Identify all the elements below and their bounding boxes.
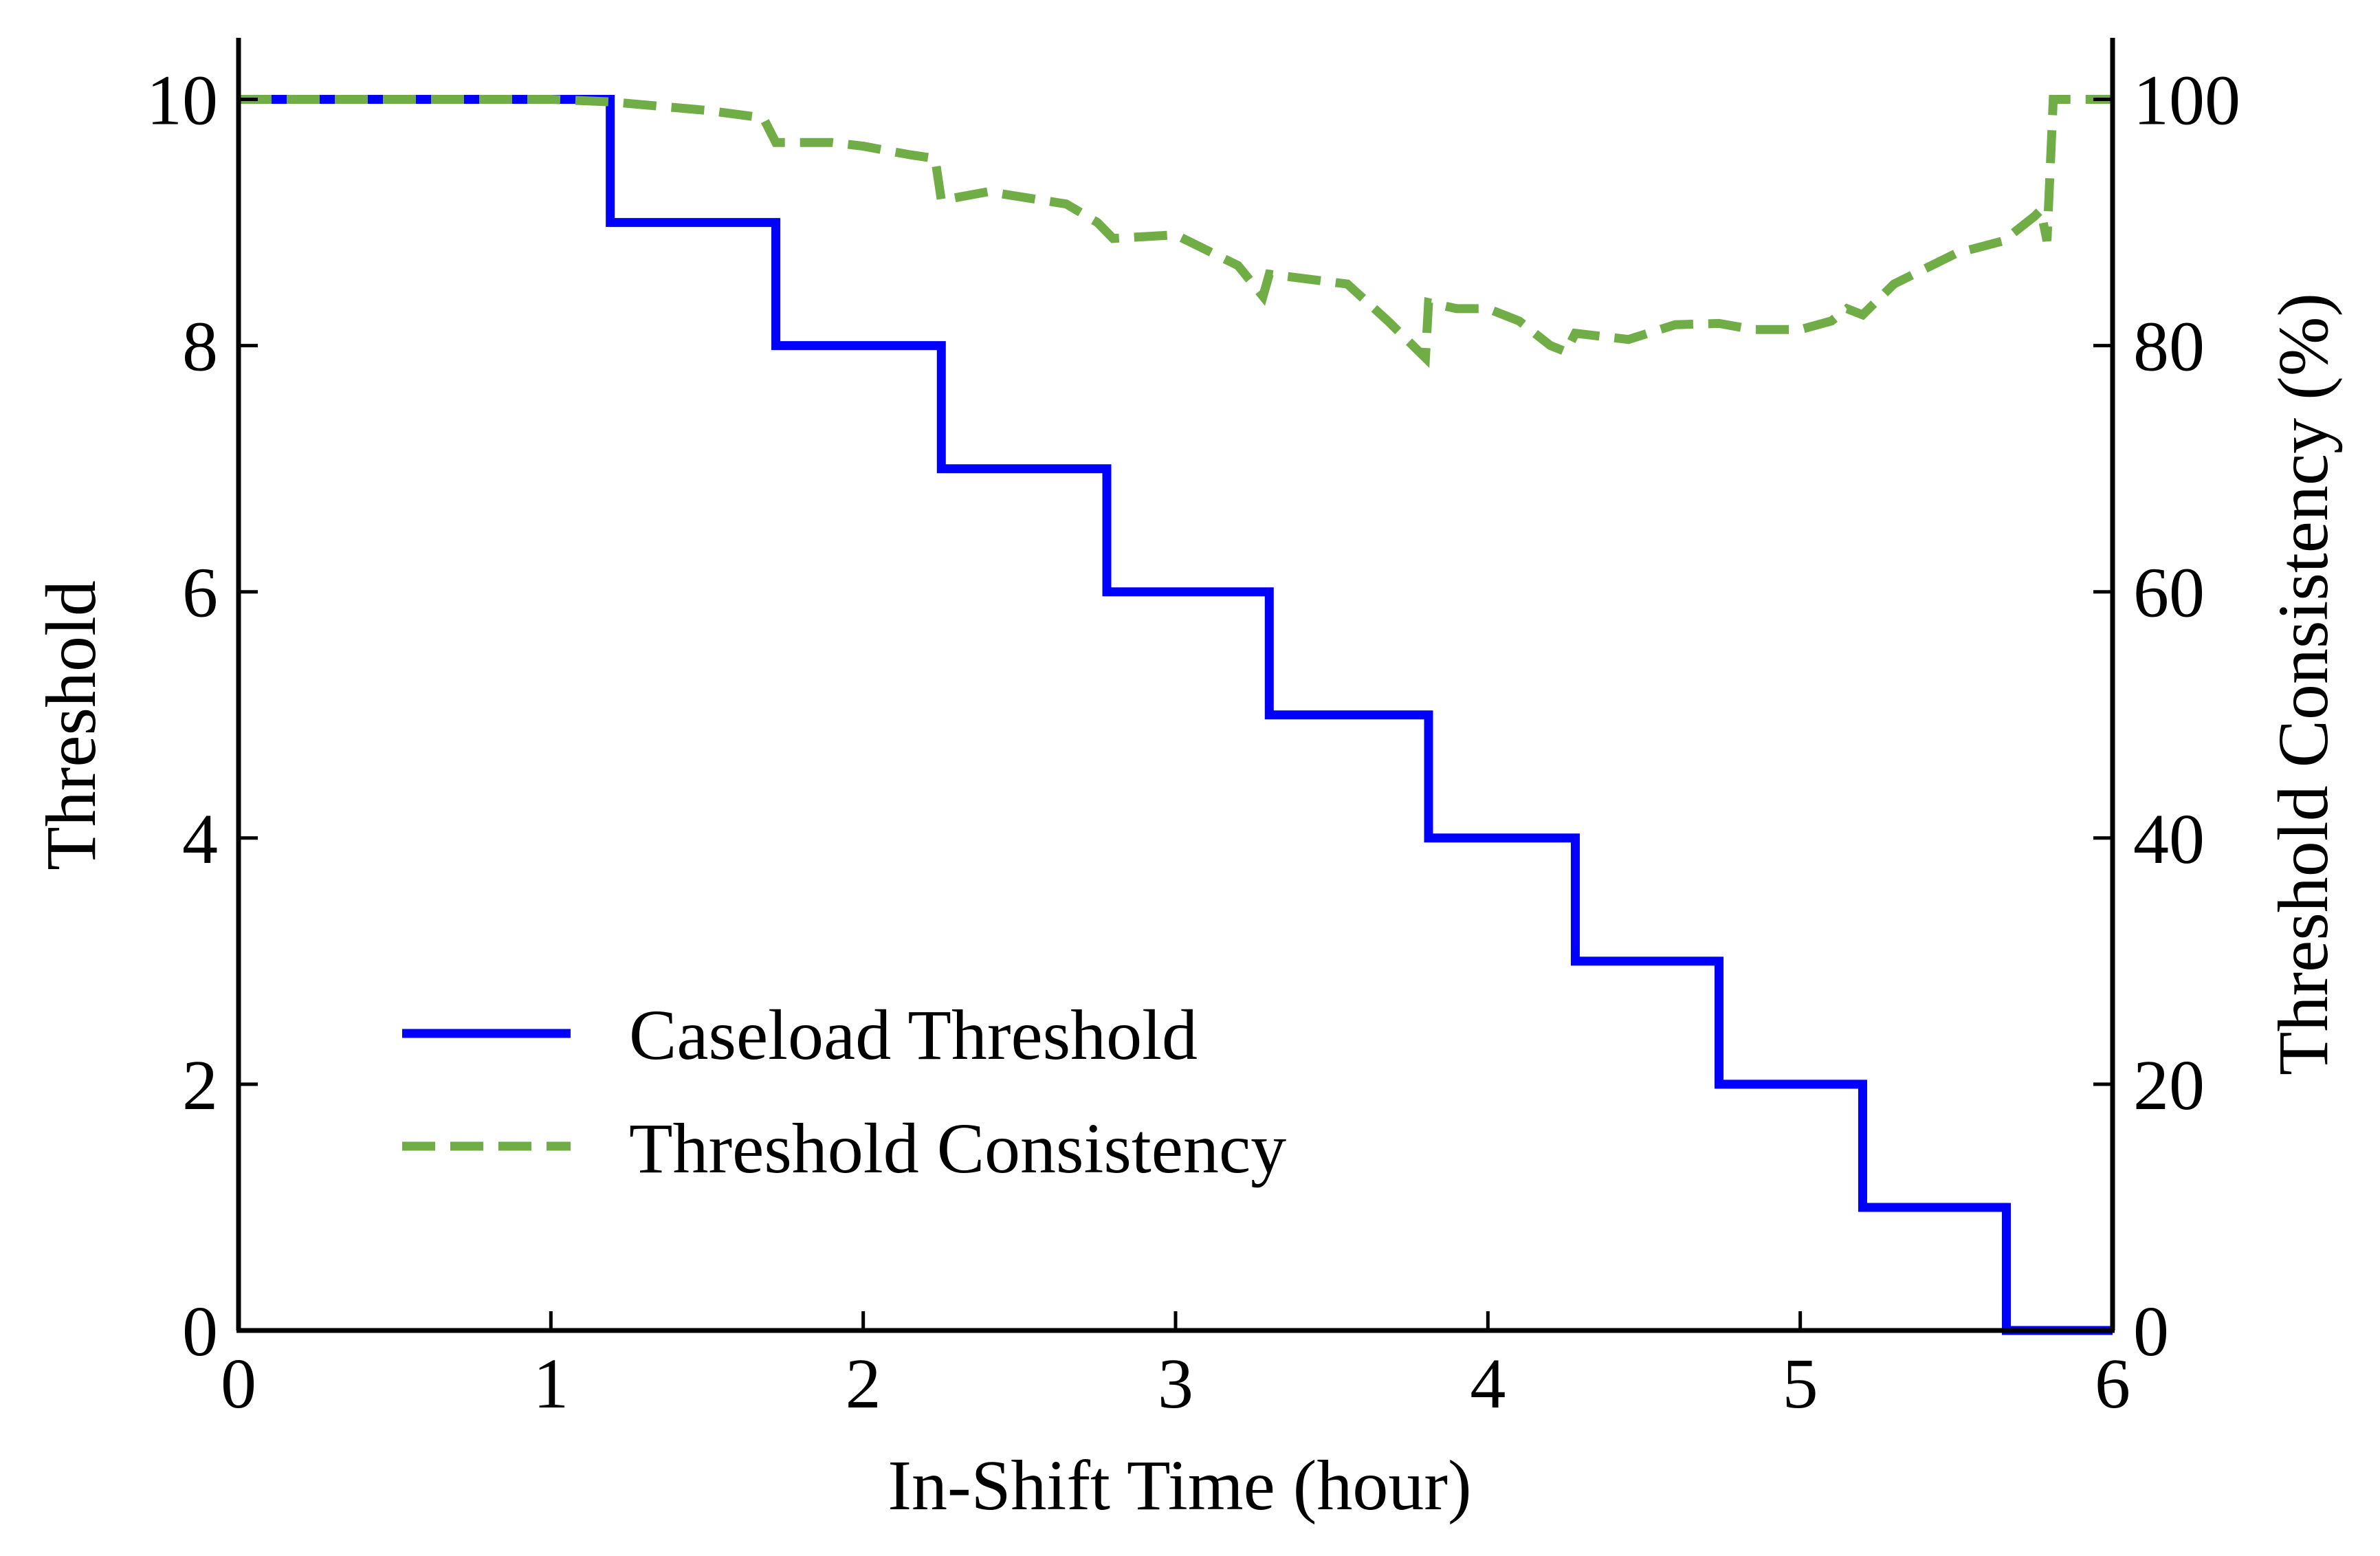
y2-tick-label: 20 (2133, 1046, 2205, 1125)
x-tick-label: 6 (2095, 1344, 2130, 1423)
x-tick-label: 2 (846, 1344, 881, 1423)
y2-tick-label: 40 (2133, 800, 2205, 879)
legend: Caseload Threshold Threshold Consistency (402, 996, 1286, 1188)
legend-label-caseload-threshold: Caseload Threshold (629, 996, 1198, 1075)
y2-tick-label: 60 (2133, 554, 2205, 633)
legend-label-threshold-consistency: Threshold Consistency (629, 1109, 1286, 1188)
y2-tick-label: 100 (2133, 61, 2240, 140)
y-tick-label: 4 (182, 800, 218, 879)
series-threshold-consistency-line (239, 95, 2113, 369)
y-tick-label: 10 (146, 61, 218, 140)
x-tick-label: 5 (1783, 1344, 1818, 1423)
y-tick-label: 0 (182, 1292, 218, 1371)
y2-tick-label: 0 (2133, 1292, 2169, 1371)
y-tick-label: 6 (182, 554, 218, 633)
y2-tick-label: 80 (2133, 307, 2205, 386)
y2-axis-label: Threshold Consistency (%) (2264, 293, 2343, 1075)
y-axis-label: Threshold (32, 580, 111, 870)
y-tick-label: 2 (182, 1046, 218, 1125)
x-axis-label: In-Shift Time (hour) (888, 1446, 1471, 1525)
y-tick-label: 8 (182, 307, 218, 386)
x-tick-label: 4 (1470, 1344, 1506, 1423)
x-tick-label: 3 (1158, 1344, 1193, 1423)
series-layer (239, 95, 2113, 1335)
x-tick-label: 0 (221, 1344, 256, 1423)
x-tick-label: 1 (533, 1344, 569, 1423)
series-caseload-threshold-line (239, 95, 2113, 1335)
